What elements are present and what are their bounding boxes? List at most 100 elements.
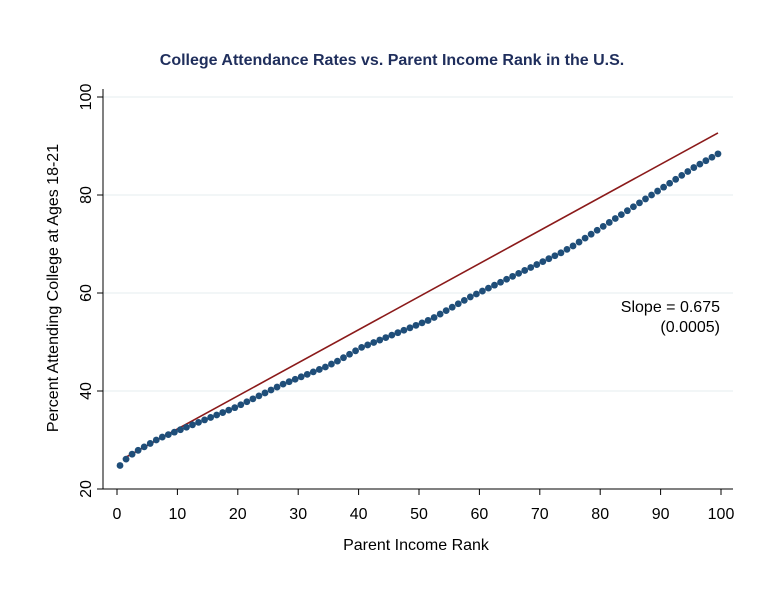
data-point	[297, 373, 305, 381]
y-tick-label-100: 100	[78, 84, 95, 111]
data-point	[328, 360, 335, 368]
data-point	[412, 321, 420, 329]
data-point	[267, 386, 275, 394]
data-point	[527, 264, 535, 271]
data-point	[370, 339, 378, 346]
data-point	[515, 270, 523, 277]
data-point	[376, 336, 384, 344]
data-point	[201, 416, 208, 424]
data-points	[116, 150, 722, 469]
data-point	[466, 293, 474, 301]
data-point	[648, 191, 655, 199]
data-point	[219, 409, 227, 416]
data-point	[346, 350, 353, 358]
data-point	[128, 450, 136, 458]
data-point	[684, 168, 692, 175]
data-point	[654, 187, 661, 195]
fit-line	[122, 132, 719, 460]
data-point	[617, 211, 625, 219]
data-point	[569, 242, 577, 250]
data-point	[563, 245, 571, 253]
data-point	[364, 341, 372, 349]
data-point	[491, 281, 498, 289]
data-point	[636, 199, 643, 207]
data-point	[642, 195, 649, 203]
data-point	[485, 284, 492, 292]
x-tick-label-30: 30	[289, 506, 307, 523]
x-tick-label-70: 70	[531, 506, 549, 523]
data-point	[587, 230, 595, 238]
y-tick-label-60: 60	[78, 284, 95, 302]
data-point	[122, 455, 130, 463]
data-point	[424, 317, 432, 324]
data-point	[170, 428, 178, 436]
data-point	[509, 272, 517, 280]
data-point	[321, 363, 329, 371]
data-point	[599, 222, 607, 230]
data-point	[696, 160, 704, 168]
x-tick-label-90: 90	[652, 506, 670, 523]
data-point	[388, 331, 396, 339]
x-tick-label-20: 20	[229, 506, 247, 523]
y-axis-label: Percent Attending College at Ages 18-21	[45, 144, 62, 432]
data-point	[382, 334, 390, 341]
chart-title: College Attendance Rates vs. Parent Inco…	[160, 52, 624, 69]
data-point	[521, 267, 529, 274]
data-point	[593, 226, 601, 234]
x-tick-label-60: 60	[471, 506, 489, 523]
data-point	[702, 157, 710, 165]
fit-line-group	[122, 132, 719, 460]
x-axis-label: Parent Income Rank	[343, 537, 490, 554]
data-point	[539, 258, 547, 266]
data-point	[152, 436, 160, 444]
x-tick-label-40: 40	[350, 506, 368, 523]
data-point	[207, 414, 215, 421]
data-point	[442, 307, 450, 315]
data-point	[116, 462, 124, 469]
y-ticks: 20 40 60 80 100	[78, 84, 103, 498]
data-point	[255, 392, 263, 400]
data-point	[285, 378, 293, 386]
slope-se-annotation: (0.0005)	[660, 319, 720, 336]
data-point	[497, 278, 504, 286]
data-point	[279, 380, 287, 388]
data-point	[575, 238, 583, 246]
data-point	[225, 406, 233, 414]
data-point	[448, 303, 456, 311]
data-point	[164, 431, 172, 439]
data-point	[436, 310, 444, 318]
data-point	[503, 275, 510, 283]
data-point	[273, 383, 281, 391]
x-ticks: 0 10 20 30 40 50 60 70 80 90 100	[113, 489, 734, 523]
data-point	[158, 433, 166, 441]
data-point	[630, 203, 637, 211]
data-point	[611, 215, 619, 222]
data-point	[551, 252, 559, 260]
data-point	[418, 319, 426, 327]
data-point	[430, 314, 438, 321]
data-point	[678, 172, 686, 179]
data-point	[249, 395, 257, 403]
data-point	[315, 366, 323, 373]
data-point	[291, 375, 299, 383]
y-tick-label-80: 80	[78, 186, 95, 204]
data-point	[195, 418, 202, 426]
gridlines	[103, 96, 733, 392]
data-point	[454, 300, 462, 308]
data-point	[672, 175, 680, 183]
data-point	[358, 343, 366, 351]
data-point	[406, 324, 414, 332]
data-point	[545, 255, 553, 263]
data-point	[334, 357, 341, 365]
data-point	[623, 207, 631, 215]
data-point	[237, 401, 245, 409]
data-point	[309, 368, 317, 376]
data-point	[243, 398, 251, 406]
data-point	[213, 411, 221, 419]
data-point	[177, 426, 184, 434]
data-point	[189, 421, 196, 429]
data-point	[140, 443, 148, 451]
y-tick-label-20: 20	[78, 480, 95, 498]
data-point	[340, 354, 347, 362]
data-point	[261, 389, 269, 397]
